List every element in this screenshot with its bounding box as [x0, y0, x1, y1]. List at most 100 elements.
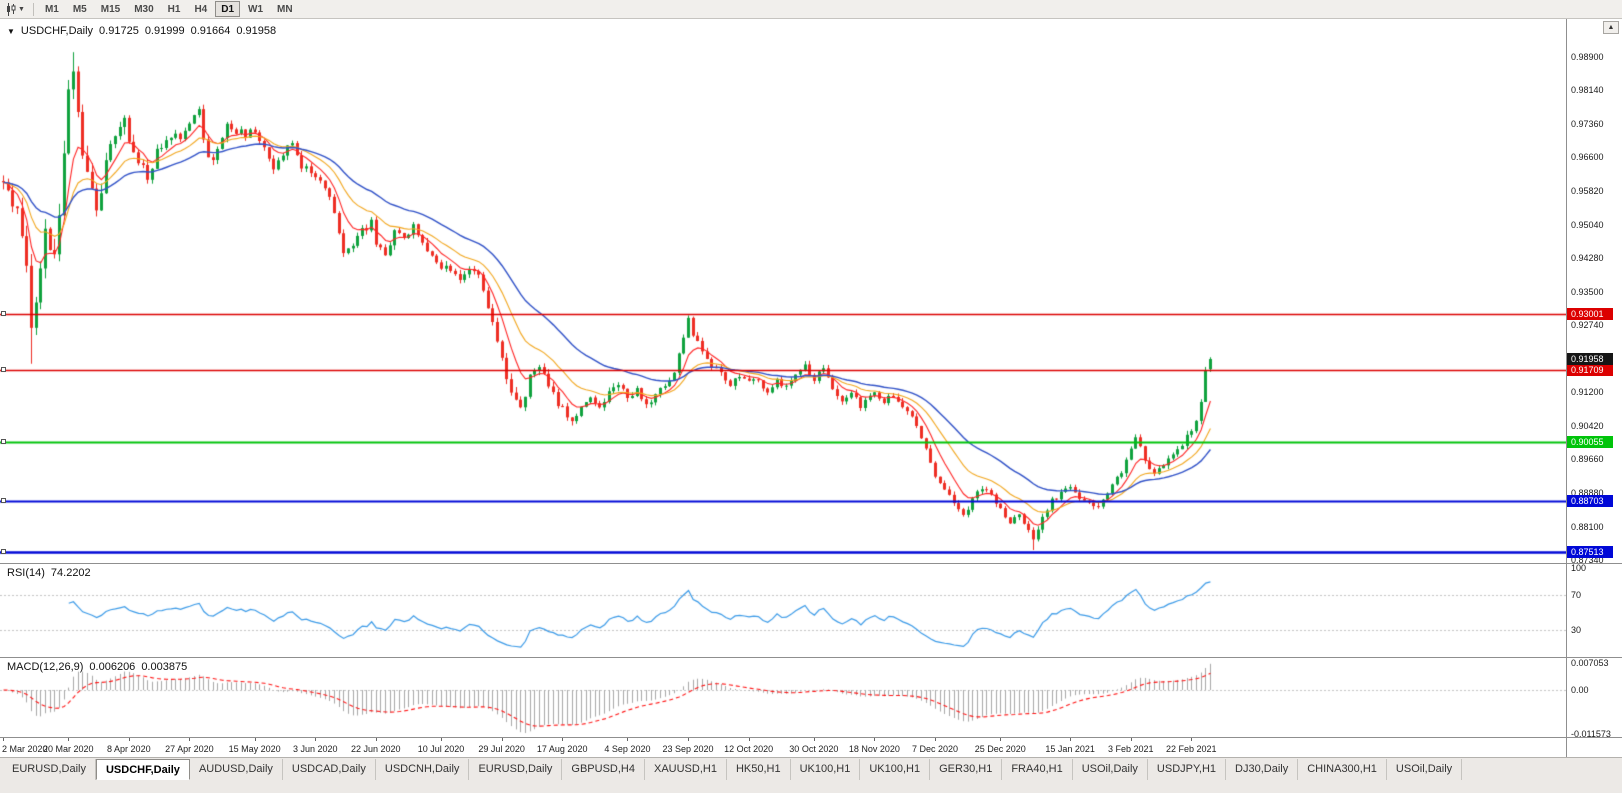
chart-tab-xauusd-h1[interactable]: XAUUSD,H1 — [645, 759, 727, 780]
date-axis-label[interactable]: 15 Jan 2021 — [1045, 744, 1095, 754]
macd-title: MACD(12,26,9) 0.006206 0.003875 — [7, 661, 187, 673]
timeframe-button-h1[interactable]: H1 — [167, 4, 181, 15]
date-axis-tick — [3, 738, 4, 741]
date-axis-label[interactable]: 10 Jul 2020 — [417, 744, 465, 754]
symbol-ohlc-line: ▼ USDCHF,Daily 0.91725 0.91999 0.91664 0… — [7, 25, 276, 37]
candlestick-chart-icon — [7, 2, 16, 16]
hline-handle[interactable] — [1, 497, 6, 503]
chart-tab-eurusd-daily[interactable]: EURUSD,Daily — [3, 759, 96, 780]
scroll-up-button[interactable]: ▲ — [1603, 21, 1619, 34]
chart-tab-china300-h1[interactable]: CHINA300,H1 — [1298, 759, 1387, 780]
chart-tab-usdcad-daily[interactable]: USDCAD,Daily — [283, 759, 376, 780]
date-axis-tick — [1000, 738, 1002, 741]
toolbar: ▼ M1 M5 M15 M30 H1 H4 D1 W1 MN — [0, 0, 1622, 19]
date-axis[interactable]: 2 Mar 2020 20 Mar 2020 8 Apr 2020 27 Apr 20… — [0, 738, 1566, 757]
date-axis-label[interactable]: 30 Oct 2020 — [789, 744, 839, 754]
date-axis-label[interactable]: 12 Oct 2020 — [724, 744, 774, 754]
date-axis-tick — [501, 738, 503, 741]
hline-handle[interactable] — [1, 549, 6, 555]
date-axis-label[interactable]: 4 Sep 2020 — [604, 744, 651, 754]
chart-tab-ger30-h1[interactable]: GER30,H1 — [930, 759, 1003, 780]
panel-separator[interactable] — [0, 563, 1622, 564]
date-axis-tick — [375, 738, 377, 741]
price-axis-label: 0.96600 — [1571, 152, 1604, 163]
rsi-level-label: 100 — [1571, 563, 1587, 574]
price-axis-label: 0.95820 — [1571, 186, 1604, 196]
price-axis-label: 0.93500 — [1571, 286, 1604, 297]
timeframe-button-m1[interactable]: M1 — [44, 4, 59, 15]
chart-tab-fra40-h1[interactable]: FRA40,H1 — [1002, 759, 1073, 780]
date-axis-label[interactable]: 8 Apr 2020 — [107, 744, 151, 754]
price-axis-label: 0.87340 — [1571, 554, 1604, 565]
hline-price-badge: 0.88703 — [1567, 494, 1613, 507]
chart-tab-usdcnh-daily[interactable]: USDCNH,Daily — [376, 759, 470, 780]
timeframe-button-m30[interactable]: M30 — [134, 4, 154, 15]
chart-tab-usoil-daily[interactable]: USOil,Daily — [1073, 759, 1148, 780]
timeframe-button-m15[interactable]: M15 — [100, 4, 121, 15]
date-axis-label[interactable]: 22 Feb 2021 — [1166, 744, 1217, 754]
date-axis-tick — [562, 738, 564, 741]
price-axis-label: 0.89660 — [1571, 454, 1604, 465]
timeframe-button-mn[interactable]: MN — [277, 4, 293, 15]
macd-level-label: 0.007053 — [1571, 657, 1609, 668]
date-axis-label[interactable]: 3 Jun 2020 — [292, 744, 338, 754]
date-axis-label[interactable]: 25 Dec 2020 — [974, 744, 1026, 754]
chart-tab-dj30-daily[interactable]: DJ30,Daily — [1226, 759, 1299, 780]
date-axis-label[interactable]: 29 Jul 2020 — [478, 744, 525, 754]
timeframe-button-m5[interactable]: M5 — [72, 4, 87, 15]
chart-tab-hk50-h1[interactable]: HK50,H1 — [727, 759, 791, 780]
ohlc-open: 0.91725 — [99, 25, 139, 37]
symbol-name: USDCHF,Daily — [20, 25, 94, 37]
price-axis-label: 0.90420 — [1571, 420, 1604, 431]
date-axis-label[interactable]: 15 May 2020 — [228, 744, 281, 754]
macd-indicator-canvas[interactable] — [0, 658, 1566, 737]
date-axis-tick — [1191, 738, 1193, 741]
panel-separator[interactable] — [0, 657, 1622, 658]
date-axis-tick — [935, 738, 936, 741]
chart-tab-usdchf-daily[interactable]: USDCHF,Daily — [95, 759, 190, 780]
price-axis-label: 0.97360 — [1571, 118, 1604, 129]
date-axis-label[interactable]: 22 Jun 2020 — [351, 744, 401, 754]
date-axis-tick — [1070, 738, 1072, 741]
date-axis-label[interactable]: 2 Mar 2020 — [2, 744, 48, 754]
rsi-indicator-canvas[interactable] — [0, 564, 1566, 657]
chart-tab-audusd-daily[interactable]: AUDUSD,Daily — [190, 759, 283, 780]
hline-price-badge: 0.93001 — [1567, 307, 1613, 320]
timeframe-button-d1[interactable]: D1 — [215, 1, 241, 17]
date-axis-label[interactable]: 7 Dec 2020 — [911, 744, 959, 754]
chart-tab-eurusd-daily[interactable]: EURUSD,Daily — [469, 759, 563, 780]
date-axis-label[interactable]: 3 Feb 2021 — [1107, 744, 1154, 754]
main-chart-canvas[interactable] — [0, 19, 1566, 563]
macd-main-value: 0.006206 — [89, 661, 136, 673]
chevron-down-icon: ▼ — [18, 5, 25, 13]
price-axis-label: 0.92740 — [1571, 320, 1604, 331]
chart-type-button[interactable]: ▼ — [3, 1, 28, 18]
hline-handle[interactable] — [1, 438, 6, 444]
timeframe-button-w1[interactable]: W1 — [248, 4, 264, 15]
date-axis-label[interactable]: 17 Aug 2020 — [536, 744, 588, 754]
price-axis-label: 0.95040 — [1571, 219, 1604, 230]
date-axis-tick — [254, 738, 256, 741]
chart-tab-usdjpy-h1[interactable]: USDJPY,H1 — [1148, 759, 1227, 780]
rsi-value: 74.2202 — [50, 567, 91, 579]
hline-price-badge: 0.87513 — [1567, 546, 1613, 559]
price-axis-label: 0.88880 — [1571, 487, 1604, 498]
hline-handle[interactable] — [1, 366, 6, 372]
date-axis-label[interactable]: 20 Mar 2020 — [42, 744, 94, 754]
price-axis[interactable]: 0.98900 0.98140 0.97360 0.96600 0.95820 0.950… — [1566, 19, 1622, 757]
chart-tab-uk100-h1[interactable]: UK100,H1 — [791, 759, 861, 780]
date-axis-tick — [128, 738, 130, 741]
rsi-level-label: 70 — [1571, 590, 1582, 600]
timeframe-button-h4[interactable]: H4 — [194, 4, 208, 15]
date-axis-tick — [441, 738, 443, 741]
chart-tab-gbpusd-h4[interactable]: GBPUSD,H4 — [562, 759, 645, 780]
symbol-dropdown-icon[interactable]: ▼ — [7, 26, 15, 36]
date-axis-label[interactable]: 23 Sep 2020 — [662, 744, 714, 754]
date-axis-label[interactable]: 18 Nov 2020 — [848, 744, 900, 754]
chart-tab-bar: EURUSD,Daily USDCHF,Daily AUDUSD,Daily USDC… — [0, 757, 1622, 793]
hline-handle[interactable] — [1, 310, 6, 316]
chart-tab-usoil-daily[interactable]: USOil,Daily — [1387, 759, 1463, 780]
chart-tab-uk100-h1[interactable]: UK100,H1 — [860, 759, 931, 780]
date-axis-label[interactable]: 27 Apr 2020 — [165, 744, 214, 754]
